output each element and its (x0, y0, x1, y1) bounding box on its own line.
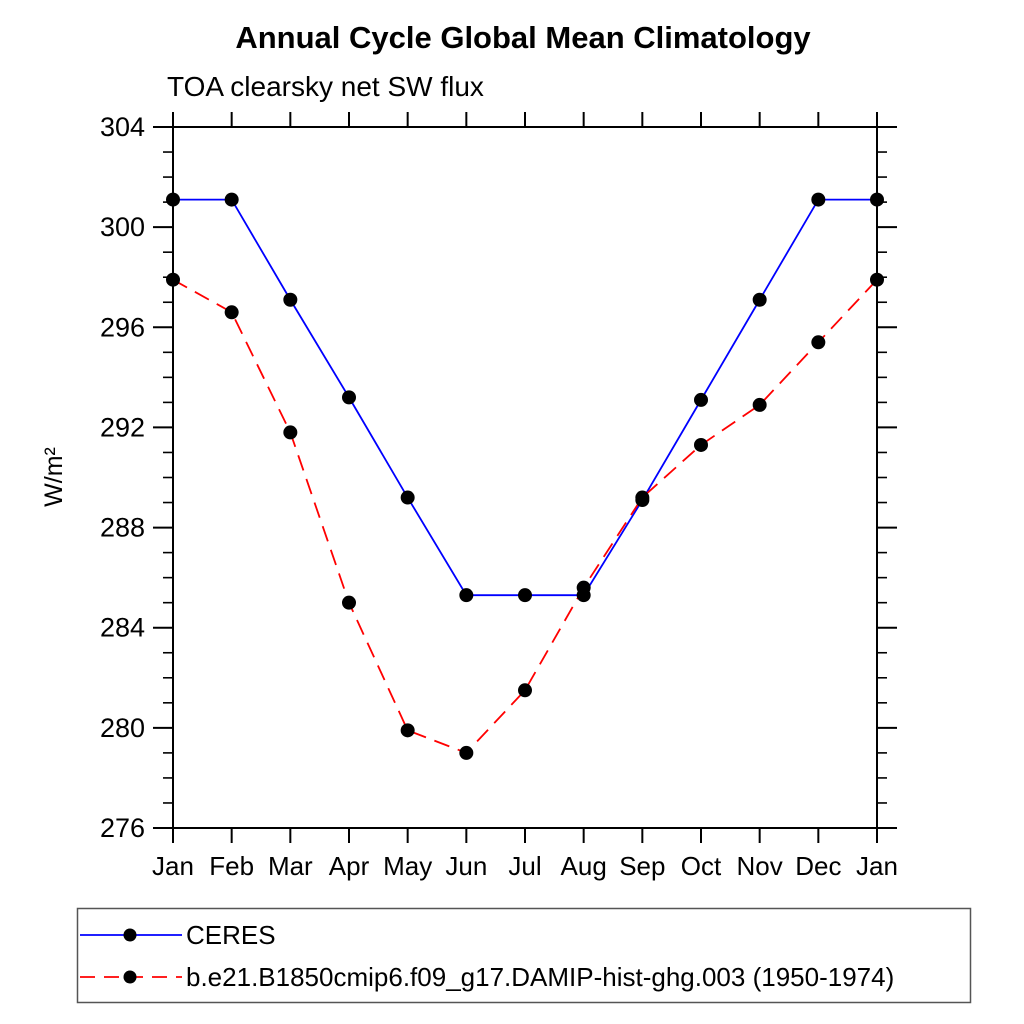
ceres-marker (166, 192, 180, 207)
model-marker (400, 723, 415, 738)
ceres-marker (811, 192, 826, 207)
legend-label-ceres: CERES (186, 920, 276, 950)
x-tick-label: Aug (561, 851, 607, 881)
ceres-line (173, 198, 877, 597)
legend-border (76, 907, 972, 1004)
x-tick-label: Jul (508, 851, 541, 881)
model-marker (870, 272, 884, 287)
y-tick-label: 276 (100, 813, 145, 843)
y-tick-label: 304 (100, 112, 145, 142)
x-tick-label: Mar (268, 851, 313, 881)
y-tick-label: 296 (100, 312, 145, 342)
x-tick-label: Jun (445, 851, 487, 881)
model-marker (752, 397, 767, 412)
ceres-marker (752, 292, 767, 307)
legend-model-marker (123, 970, 137, 984)
chart-subtitle: TOA clearsky net SW flux (167, 71, 484, 102)
plot-frame (172, 126, 878, 829)
model-marker (518, 683, 532, 698)
model-marker (811, 335, 826, 350)
y-axis-label: W/m² (40, 447, 68, 507)
y-tick-label: 280 (100, 713, 145, 743)
model-marker (576, 580, 591, 595)
x-tick-label: May (383, 851, 432, 881)
ceres-marker (459, 588, 474, 603)
model-marker (694, 437, 708, 452)
y-tick-label: 288 (100, 513, 145, 543)
ceres-marker (518, 588, 532, 603)
ceres-marker (342, 390, 356, 405)
x-tick-label: Feb (209, 851, 254, 881)
model-marker (166, 272, 180, 287)
x-tick-label: Oct (681, 851, 722, 881)
y-tick-label: 284 (100, 613, 145, 643)
legend: CERES b.e21.B1850cmip6.f09_g17.DAMIP-his… (76, 907, 972, 1004)
model-line (172, 278, 878, 754)
model-marker (283, 425, 298, 440)
x-tick-label: Sep (619, 851, 665, 881)
x-tick-label: Jan (152, 851, 194, 881)
model-marker (459, 745, 474, 760)
ceres-marker (283, 292, 298, 307)
x-tick-label: Nov (737, 851, 783, 881)
x-tick-label: Dec (795, 851, 841, 881)
ceres-marker (224, 192, 239, 207)
model-marker (635, 490, 650, 505)
x-tick-label: Apr (329, 851, 370, 881)
ceres-marker (400, 490, 415, 505)
y-tick-label: 292 (100, 412, 145, 442)
legend-label-model: b.e21.B1850cmip6.f09_g17.DAMIP-hist-ghg.… (186, 962, 894, 992)
ceres-marker (694, 392, 708, 407)
y-tick-label: 300 (100, 212, 145, 242)
chart-title: Annual Cycle Global Mean Climatology (235, 20, 811, 55)
ceres-marker (870, 192, 884, 207)
legend-ceres-marker (123, 928, 137, 942)
model-marker (342, 595, 356, 610)
model-marker (224, 305, 239, 320)
x-tick-label: Jan (856, 851, 898, 881)
plot-area: Jan Feb Mar Apr May Jun Jul Aug Sep Oct Nov Dec Jan2… (100, 112, 898, 881)
